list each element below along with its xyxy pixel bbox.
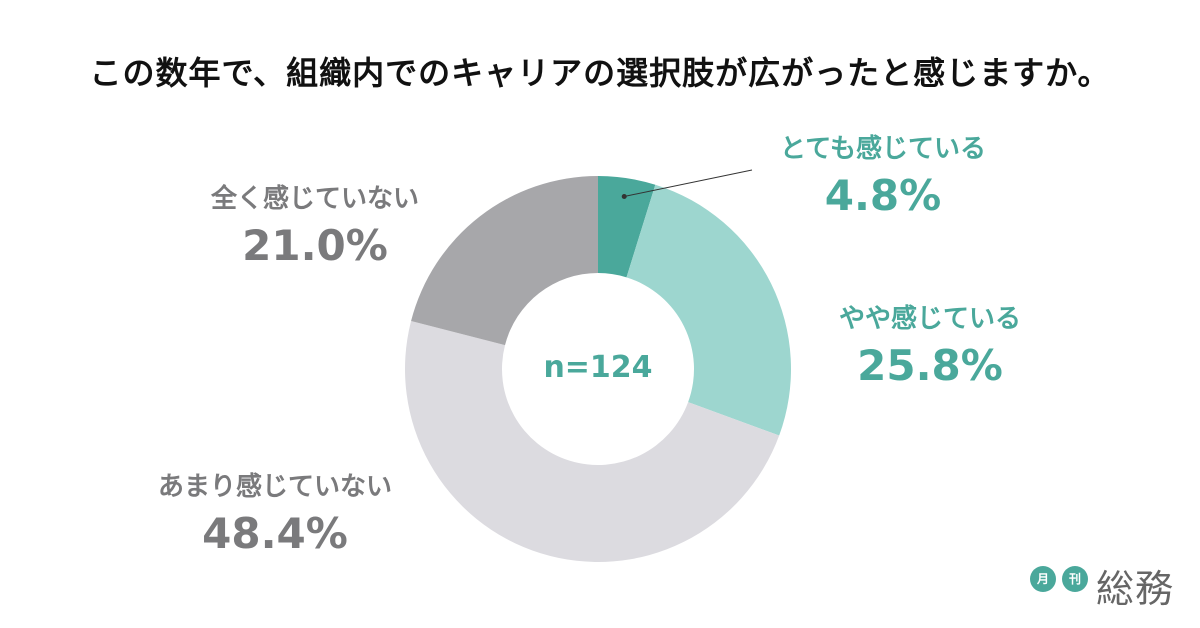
- label-not-at-all-category: 全く感じていない: [210, 184, 419, 214]
- slice-not-at-all: [411, 176, 598, 346]
- leader-dot: [621, 193, 627, 199]
- logo-badge-tsuki: 月: [1030, 566, 1056, 592]
- logo-text: 総務: [1096, 567, 1175, 611]
- label-very-much-value: 4.8%: [824, 171, 942, 220]
- sample-size-label: n=124: [543, 350, 653, 385]
- label-not-at-all: 全く感じていない 21.0%: [200, 178, 430, 270]
- label-not-much: あまり感じていない 48.4%: [148, 466, 402, 558]
- label-somewhat-category: やや感じている: [838, 304, 1021, 334]
- label-not-much-category: あまり感じていない: [157, 472, 392, 502]
- label-very-much-category: とても感じている: [780, 134, 986, 164]
- label-somewhat: やや感じている 25.8%: [830, 298, 1030, 390]
- label-very-much: とても感じている 4.8%: [770, 128, 996, 220]
- slice-not-much: [404, 321, 780, 563]
- label-not-much-value: 48.4%: [202, 509, 348, 558]
- label-somewhat-value: 25.8%: [857, 341, 1003, 390]
- logo-badge-kan: 刊: [1062, 566, 1088, 592]
- slice-very-much: [598, 176, 656, 278]
- chart-title: この数年で、組織内でのキャリアの選択肢が広がったと感じますか。: [89, 54, 1111, 92]
- leader-line: [624, 169, 753, 197]
- slice-somewhat: [626, 184, 791, 436]
- label-not-at-all-value: 21.0%: [242, 221, 388, 270]
